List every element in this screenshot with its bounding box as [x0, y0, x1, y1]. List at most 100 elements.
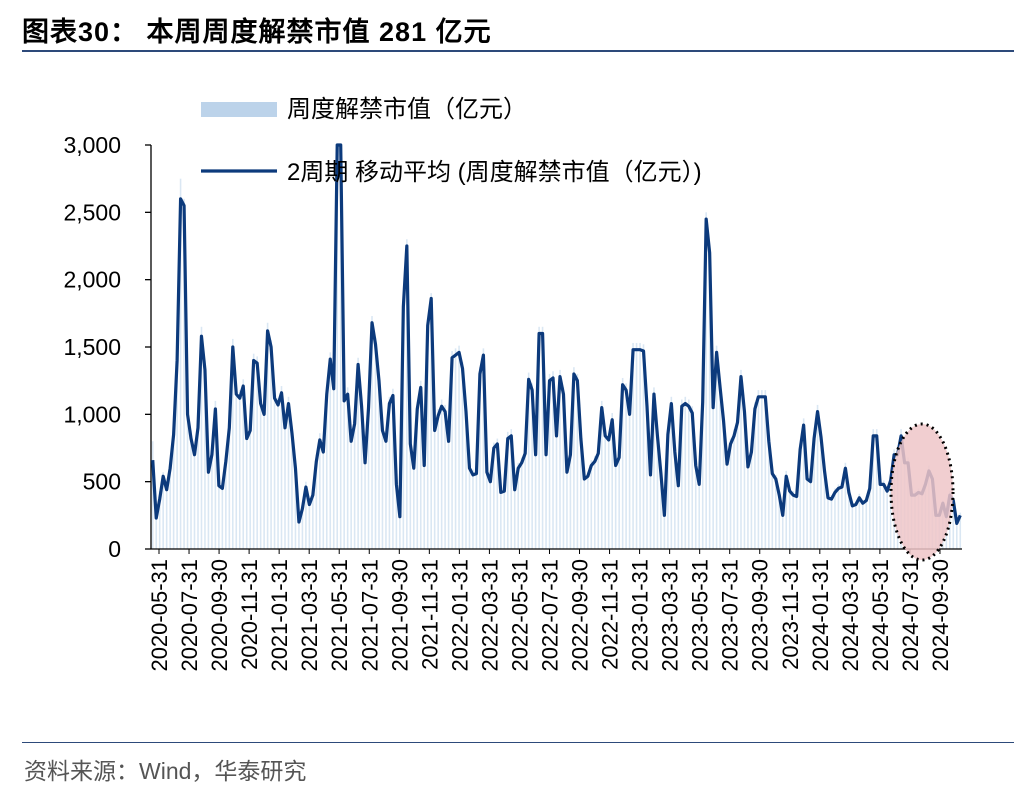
- bar: [172, 427, 175, 549]
- bar: [193, 449, 196, 549]
- bar: [611, 412, 613, 549]
- bar: [956, 520, 958, 549]
- bar: [225, 456, 227, 549]
- bar: [597, 448, 600, 549]
- chart: 0 500 1,000 1,500 2,000 2,500 3,000 2020-05-31…: [63, 96, 962, 672]
- bar: [214, 400, 217, 549]
- bar: [406, 239, 408, 549]
- bar: [221, 484, 224, 549]
- bar: [399, 512, 401, 549]
- x-tick-label: 2021-11-31: [417, 559, 442, 670]
- bar: [169, 462, 171, 549]
- bar: [868, 484, 871, 549]
- bar: [419, 380, 422, 549]
- bar: [886, 487, 888, 549]
- bar: [715, 345, 718, 549]
- bar: [444, 404, 446, 549]
- legend-bar-label: 周度解禁市值（亿元）: [287, 96, 527, 123]
- bar: [190, 430, 192, 549]
- bar: [426, 318, 429, 549]
- bar: [524, 448, 526, 549]
- bar: [875, 429, 878, 549]
- bar: [848, 488, 850, 549]
- bar: [266, 322, 269, 549]
- x-axis: 2020-05-31 2020-07-31 2020-09-30 2020-11-31…: [147, 548, 962, 672]
- y-tick-label: 3,000: [63, 132, 121, 158]
- bar: [820, 430, 822, 549]
- bar: [604, 429, 607, 549]
- bar: [280, 386, 283, 549]
- bar: [308, 500, 311, 549]
- bar: [256, 356, 258, 549]
- bar: [388, 396, 391, 549]
- bar: [252, 353, 255, 549]
- legend: 周度解禁市值（亿元） 2周期 移动平均 (周度解禁市值（亿元）): [201, 96, 702, 186]
- bar: [503, 487, 506, 549]
- bar: [322, 445, 325, 549]
- bar: [277, 398, 279, 549]
- x-tick-label: 2020-09-30: [207, 559, 232, 672]
- bar: [806, 474, 808, 549]
- bar: [298, 519, 300, 549]
- bar: [413, 462, 415, 549]
- bar: [775, 474, 777, 549]
- bar: [287, 396, 290, 549]
- bar: [531, 383, 533, 549]
- bar: [458, 345, 460, 549]
- bar: [493, 442, 495, 549]
- bar: [301, 505, 304, 549]
- x-tick-label: 2022-11-31: [598, 559, 623, 670]
- bar: [179, 178, 182, 550]
- bar: [607, 433, 610, 549]
- bar: [872, 429, 875, 549]
- bar: [319, 433, 321, 549]
- bar: [468, 462, 471, 549]
- bar: [291, 426, 293, 549]
- bar: [722, 414, 725, 549]
- bar: [594, 456, 596, 549]
- y-tick-label: 2,000: [63, 267, 121, 293]
- highlight-ellipse: [889, 422, 955, 562]
- source-note: 资料来源：Wind，华泰研究: [24, 758, 307, 784]
- bar: [312, 491, 314, 549]
- x-tick-label: 2022-05-31: [507, 559, 532, 672]
- x-tick-label: 2023-05-31: [688, 559, 713, 672]
- bar: [882, 480, 885, 549]
- bar: [263, 407, 265, 549]
- bar: [670, 396, 673, 549]
- bar: [844, 462, 847, 549]
- bar: [270, 340, 272, 549]
- bar: [294, 461, 297, 549]
- bar: [576, 373, 579, 549]
- x-tick-label: 2023-01-31: [628, 559, 653, 672]
- bar: [378, 373, 380, 549]
- bar: [395, 478, 398, 549]
- bar: [482, 348, 485, 549]
- bar: [583, 474, 586, 549]
- bar: [228, 419, 231, 549]
- title-divider: [22, 50, 1014, 52]
- bar: [479, 367, 481, 549]
- bar: [506, 431, 509, 549]
- bar: [781, 512, 784, 549]
- x-tick-label: 2022-09-30: [568, 559, 593, 672]
- bar: [785, 470, 788, 549]
- x-tick-label: 2021-07-31: [357, 559, 382, 672]
- bar: [242, 379, 245, 549]
- bar: [754, 402, 756, 549]
- bar: [580, 431, 582, 549]
- bar: [764, 390, 767, 549]
- bar: [681, 399, 683, 549]
- bar: [346, 387, 349, 549]
- bar: [691, 406, 694, 549]
- x-tick-label: 2024-07-31: [898, 559, 923, 672]
- bar: [625, 383, 627, 549]
- x-tick-label: 2024-03-31: [838, 559, 863, 672]
- bar: [183, 198, 185, 549]
- bar: [151, 441, 154, 549]
- bar: [513, 485, 516, 549]
- bar: [827, 493, 829, 549]
- bar: [837, 484, 840, 549]
- bar: [500, 488, 502, 549]
- bar: [433, 423, 436, 549]
